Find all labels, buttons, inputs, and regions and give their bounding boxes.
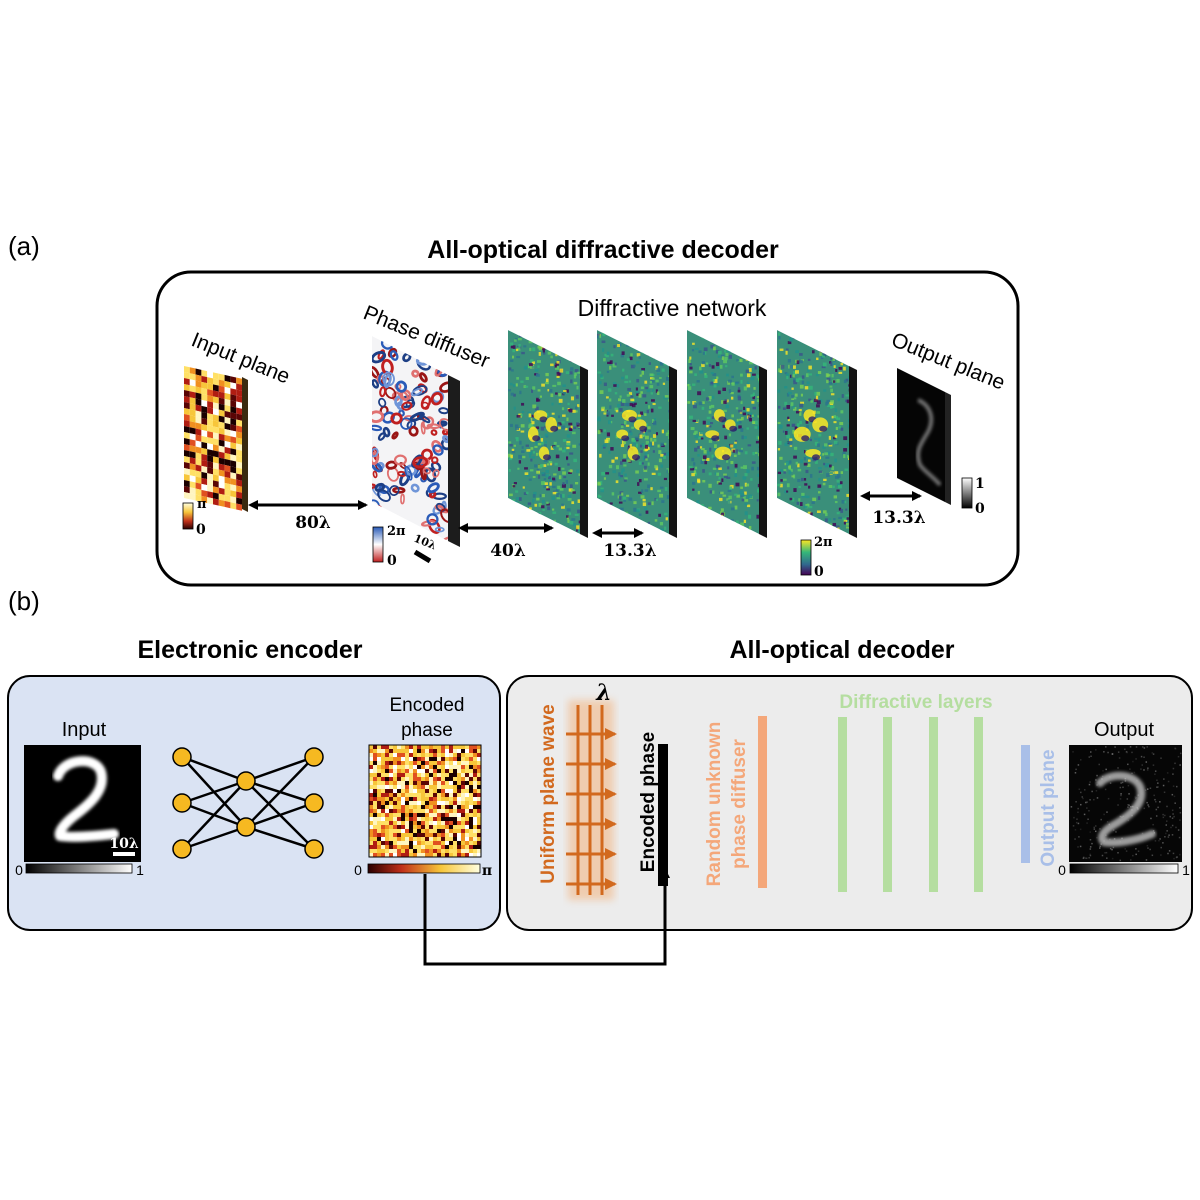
diffractive-layers-label: Diffractive layers	[839, 692, 992, 713]
encoder-title: Electronic encoder	[137, 636, 362, 664]
diffuser-label-line1: Random unknown	[704, 722, 725, 887]
nn-node	[172, 839, 192, 859]
output-digit-glow	[916, 398, 942, 487]
input-colorbar	[182, 502, 194, 530]
layers-cbar-min: 0	[814, 564, 824, 580]
input-plane-slab	[184, 366, 248, 512]
output-cbar-b-min: 0	[1058, 862, 1066, 878]
random-diffuser-plate	[758, 716, 767, 888]
input-cbar-max: π	[197, 497, 207, 512]
output-plane-face	[897, 368, 945, 502]
diffuser-label-line2: phase diffuser	[729, 738, 750, 868]
diffractive-layer-3	[929, 717, 938, 892]
nn-nodes	[172, 747, 324, 859]
nn-node	[172, 793, 192, 813]
diffractive-layer-2	[883, 717, 892, 892]
output-plane-plate	[1021, 745, 1030, 863]
panel-a-label: (a)	[8, 231, 40, 261]
diffractive-layer-slab	[687, 330, 767, 538]
diffractive-layer-1	[838, 717, 847, 892]
diffractive-layer-4	[974, 717, 983, 892]
diffuser-cbar-min: 0	[387, 553, 397, 569]
diffuser-cbar-max: 2π	[387, 524, 406, 539]
panel-b-label: (b)	[8, 586, 40, 616]
output-label: Output	[1094, 719, 1154, 741]
diffuser-colorbar	[372, 526, 384, 563]
encoded-label-1: Encoded	[389, 695, 464, 716]
output-cbar-b-max: 1	[1182, 862, 1190, 878]
lambda-label: λ	[595, 680, 611, 706]
input-scale-label: 10λ	[109, 836, 138, 852]
decoder-title: All-optical decoder	[729, 636, 954, 664]
input-label: Input	[62, 719, 107, 741]
encoded-phase-plate	[658, 744, 668, 886]
layers-cbar-max: 2π	[814, 535, 833, 550]
plane-wave-label: Uniform plane wave	[538, 704, 559, 884]
distance-label-4: 13.3λ	[872, 508, 925, 528]
output-plane-edge	[945, 392, 951, 505]
distance-label-2: 40λ	[490, 541, 526, 561]
nn-node	[304, 747, 324, 767]
output-plane-vertical-label: Output plane	[1038, 749, 1059, 866]
decoder-box	[506, 675, 1193, 931]
encoded-colorbar	[367, 863, 481, 874]
neural-network	[181, 755, 315, 851]
output-plane-slab	[897, 368, 951, 505]
plane-wave	[566, 705, 617, 895]
panel-a-title: All-optical diffractive decoder	[427, 236, 779, 264]
input-cbar-min: 0	[196, 522, 206, 538]
output-image	[1069, 745, 1182, 862]
encoded-phase-vertical-label: Encoded phase	[638, 732, 659, 872]
diffractive-layer-slab	[777, 330, 857, 538]
encoded-cbar-max: π	[482, 863, 492, 879]
diffuser-edge	[448, 375, 460, 547]
input-cbar-b-max: 1	[136, 862, 144, 878]
input-digit-two	[53, 756, 119, 842]
distance-label-3: 13.3λ	[603, 541, 656, 561]
encoded-label-2: phase	[401, 720, 453, 741]
output-colorbar	[961, 477, 973, 509]
encoded-phase-image	[368, 744, 482, 858]
output-colorbar-b	[1069, 863, 1179, 874]
phase-diffuser-slab	[372, 336, 460, 547]
phase-diffuser-pattern	[372, 336, 448, 541]
layers-colorbar	[800, 539, 812, 576]
input-cbar-b-min: 0	[15, 862, 23, 878]
nn-node	[172, 747, 192, 767]
diffractive-layer-slab	[597, 330, 677, 538]
input-scale-bar	[113, 852, 135, 856]
input-plane-edge	[242, 377, 248, 512]
nn-node	[236, 817, 256, 837]
encoder-to-decoder-connector	[423, 868, 670, 966]
nn-node	[304, 839, 324, 859]
input-plane-pixels	[184, 366, 242, 511]
scale-bar-a	[413, 549, 432, 564]
nn-node	[304, 793, 324, 813]
input-colorbar-b	[25, 863, 133, 874]
distance-label-1: 80λ	[295, 513, 331, 533]
output-cbar-min: 0	[975, 501, 985, 517]
nn-node	[236, 771, 256, 791]
diffractive-network-label: Diffractive network	[578, 295, 767, 321]
encoded-cbar-min: 0	[354, 862, 362, 878]
output-cbar-max: 1	[975, 476, 985, 492]
